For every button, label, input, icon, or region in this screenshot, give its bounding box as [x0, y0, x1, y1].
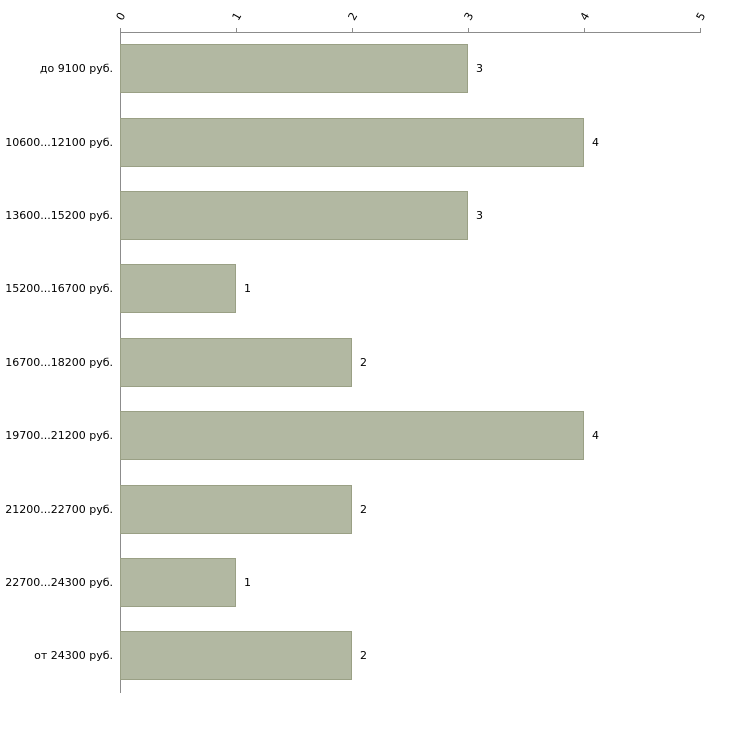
value-label: 4	[592, 135, 599, 149]
x-axis-line	[120, 32, 701, 33]
x-tick-label: 1	[229, 10, 245, 23]
x-tick	[700, 28, 701, 33]
category-label: 15200...16700 руб.	[5, 282, 113, 296]
x-tick-label: 2	[345, 10, 361, 23]
x-tick-label: 5	[693, 10, 709, 23]
x-tick-label: 0	[113, 10, 129, 23]
category-label: 21200...22700 руб.	[5, 502, 113, 516]
value-label: 2	[360, 502, 367, 516]
category-label: от 24300 руб.	[34, 649, 113, 663]
x-tick	[468, 28, 469, 33]
bar	[120, 557, 236, 607]
value-label: 1	[244, 282, 251, 296]
category-label: 19700...21200 руб.	[5, 429, 113, 443]
bar	[120, 190, 468, 240]
value-label: 1	[244, 575, 251, 589]
value-label: 3	[476, 62, 483, 76]
x-tick-label: 4	[577, 10, 593, 23]
value-label: 2	[360, 355, 367, 369]
category-label: 10600...12100 руб.	[5, 135, 113, 149]
bar-row: 13600...15200 руб. 3	[0, 179, 730, 252]
category-label: 13600...15200 руб.	[5, 208, 113, 222]
x-tick	[120, 28, 121, 33]
bar	[120, 264, 236, 314]
bar-row: 16700...18200 руб. 2	[0, 326, 730, 399]
category-label: до 9100 руб.	[39, 62, 113, 76]
x-tick	[584, 28, 585, 33]
value-label: 3	[476, 208, 483, 222]
bar	[120, 44, 468, 94]
bar-row: 15200...16700 руб. 1	[0, 252, 730, 325]
bar-row: 19700...21200 руб. 4	[0, 399, 730, 472]
x-tick-label: 3	[461, 10, 477, 23]
bar-row: 10600...12100 руб. 4	[0, 105, 730, 178]
bar	[120, 411, 584, 461]
bar-row: 21200...22700 руб. 2	[0, 472, 730, 545]
bar-row: 22700...24300 руб. 1	[0, 546, 730, 619]
bar-row: до 9100 руб. 3	[0, 32, 730, 105]
x-tick	[236, 28, 237, 33]
value-label: 4	[592, 429, 599, 443]
bar	[120, 484, 352, 534]
bar	[120, 337, 352, 387]
x-tick	[352, 28, 353, 33]
bar	[120, 117, 584, 167]
bar-row: от 24300 руб. 2	[0, 619, 730, 692]
category-label: 16700...18200 руб.	[5, 355, 113, 369]
bar	[120, 631, 352, 681]
bar-rows: до 9100 руб. 3 10600...12100 руб. 4 13600...…	[0, 32, 730, 693]
category-label: 22700...24300 руб.	[5, 575, 113, 589]
value-label: 2	[360, 649, 367, 663]
